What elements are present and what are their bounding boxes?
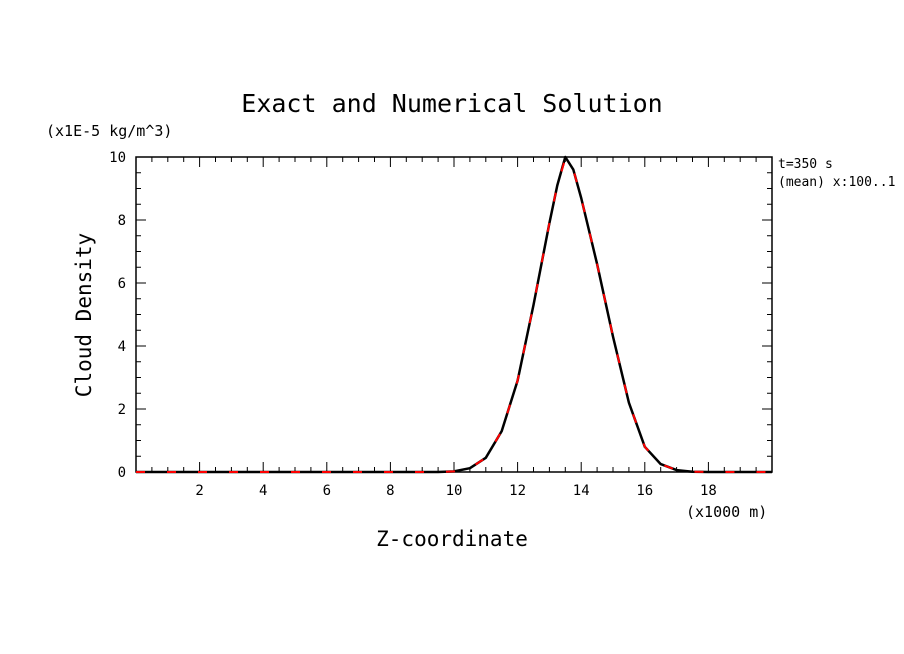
y-tick-label: 6	[118, 276, 126, 292]
chart-title: Exact and Numerical Solution	[241, 89, 662, 118]
x-unit-label: (x1000 m)	[686, 503, 767, 521]
series-line-1	[136, 157, 772, 473]
y-tick-labels: 0 2 4 6 8 10	[109, 150, 126, 481]
plot-frame	[135, 156, 773, 473]
annotation-mean: (mean) x:100..1	[778, 175, 895, 190]
x-tick-label: 4	[259, 483, 267, 499]
x-tick-label: 16	[636, 483, 653, 499]
y-tick-label: 2	[118, 402, 126, 418]
y-tick-label: 10	[109, 150, 126, 166]
series-line-0	[136, 155, 772, 474]
y-tick-label: 0	[118, 465, 126, 481]
y-tick-label: 8	[118, 213, 126, 229]
series-layer	[136, 155, 772, 474]
x-tick-labels: 2 4 6 8 10 12 14 16 18	[195, 483, 716, 499]
axis-ticks	[135, 156, 773, 473]
x-tick-label: 10	[446, 483, 463, 499]
annotation-time: t=350 s	[778, 157, 833, 172]
x-tick-label: 2	[195, 483, 203, 499]
y-tick-label: 4	[118, 339, 126, 355]
x-tick-label: 6	[323, 483, 331, 499]
x-tick-label: 14	[573, 483, 590, 499]
x-axis-label: Z-coordinate	[376, 527, 528, 551]
y-axis-label: Cloud Density	[72, 233, 96, 397]
y-unit-label: (x1E-5 kg/m^3)	[46, 122, 172, 140]
x-tick-label: 18	[700, 483, 717, 499]
x-tick-label: 12	[509, 483, 526, 499]
x-tick-label: 8	[386, 483, 394, 499]
